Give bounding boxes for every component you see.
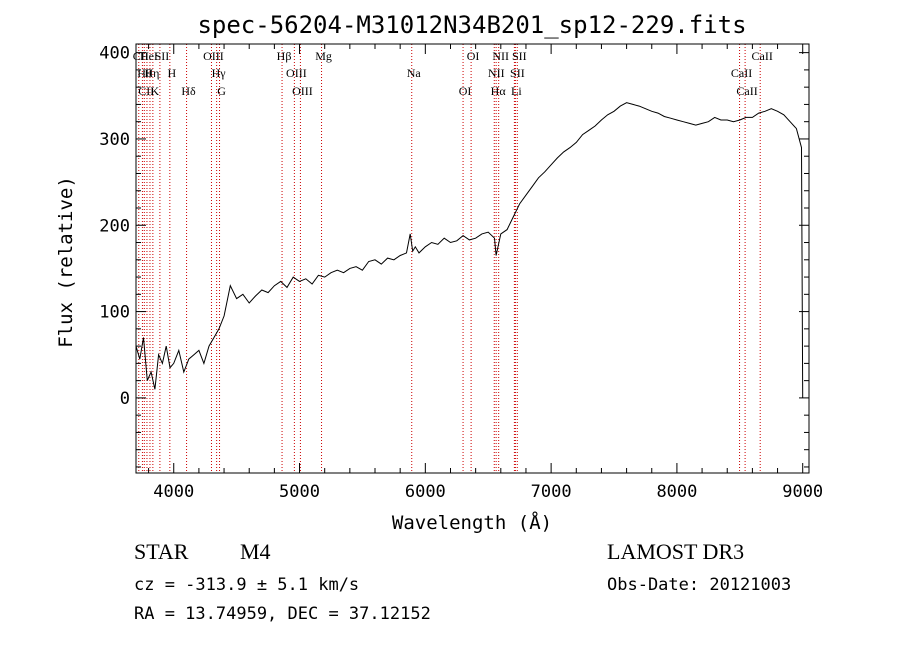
- y-tick-label: 300: [99, 130, 130, 150]
- line-marker-label-23: Li: [511, 84, 522, 98]
- y-axis-label: Flux (relative): [55, 176, 77, 348]
- y-tick-label: 100: [99, 303, 130, 323]
- redshift-readout: cz = -313.9 ± 5.1 km/s: [134, 575, 359, 595]
- line-marker-label-19: NII: [488, 66, 505, 80]
- object-type: STAR: [134, 539, 189, 564]
- line-marker-label-24: SII: [512, 49, 527, 63]
- coordinates-readout: RA = 13.74959, DEC = 37.12152: [134, 604, 431, 624]
- line-marker-label-9: OIII: [203, 49, 224, 63]
- line-marker-label-25: CaII: [731, 66, 752, 80]
- x-tick-label: 7000: [531, 482, 572, 502]
- line-marker-label-18: OI: [467, 49, 480, 63]
- line-marker-label-20: Hα: [491, 84, 507, 98]
- line-marker-label-4: Hη: [144, 66, 159, 80]
- plot-frame: [135, 43, 810, 474]
- line-marker-label-6: SII: [155, 49, 170, 63]
- line-marker-label-21: NII: [492, 49, 509, 63]
- line-marker-label-27: CaII: [752, 49, 773, 63]
- y-axis: 0 100 200 300 400: [99, 44, 809, 468]
- x-tick-label: 6000: [405, 482, 446, 502]
- object-subclass: M4: [240, 539, 271, 564]
- line-marker-label-8: Hδ: [181, 84, 196, 98]
- x-tick-label: 5000: [279, 482, 320, 502]
- line-marker-label-7: H: [168, 66, 177, 80]
- x-tick-label: 4000: [153, 482, 194, 502]
- line-marker-label-11: G: [217, 84, 226, 98]
- line-marker-label-10: Hγ: [212, 66, 227, 80]
- y-tick-label: 200: [99, 216, 130, 236]
- x-axis: 4000 5000 6000 7000 8000 9000: [148, 44, 823, 502]
- y-tick-label: 0: [120, 389, 130, 409]
- line-marker-label-5: K: [151, 84, 160, 98]
- x-tick-label: 9000: [782, 482, 823, 502]
- line-marker-label-16: Na: [407, 66, 422, 80]
- flux-series-line: [135, 102, 804, 398]
- chart-title: spec-56204-M31012N34B201_sp12-229.fits: [197, 11, 746, 39]
- line-marker-label-15: Mg: [315, 49, 332, 63]
- line-marker-label-22: SII: [510, 66, 525, 80]
- spectral-line-markers: [138, 44, 761, 473]
- survey-name: LAMOST DR3: [607, 539, 744, 564]
- line-marker-label-2: CII: [138, 84, 154, 98]
- x-axis-label: Wavelength (Å): [392, 511, 552, 534]
- observation-date: Obs-Date: 20121003: [607, 575, 791, 595]
- y-tick-label: 400: [99, 44, 130, 64]
- line-marker-label-26: CaII: [736, 84, 757, 98]
- spectral-line-labels: CIIHθCIIHeIHηKSIIHHδOIIIHγGHβOIIIOIIIMgN…: [133, 49, 773, 98]
- line-marker-label-17: OI: [459, 84, 472, 98]
- line-marker-label-13: OIII: [286, 66, 307, 80]
- line-marker-label-12: Hβ: [277, 49, 292, 63]
- line-marker-label-14: OIII: [292, 84, 313, 98]
- x-tick-label: 8000: [656, 482, 697, 502]
